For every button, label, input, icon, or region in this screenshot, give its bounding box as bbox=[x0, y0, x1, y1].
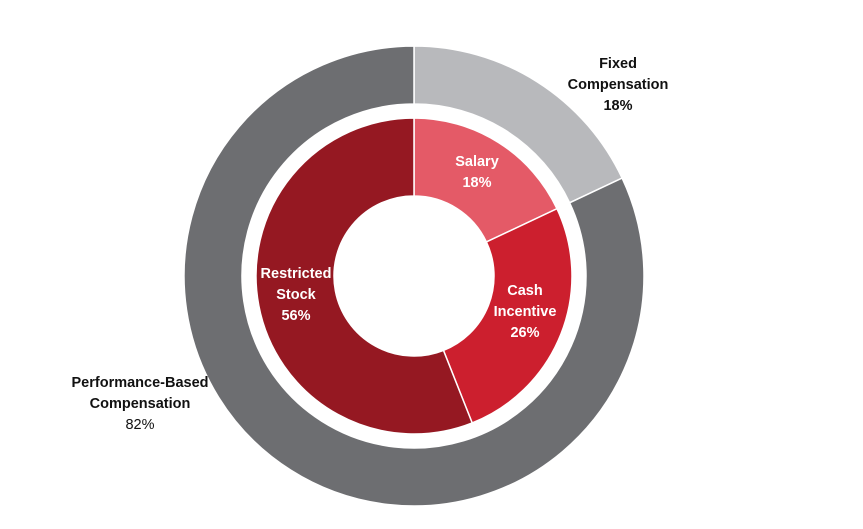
label-stock-pct: 56% bbox=[281, 308, 311, 324]
label-performance-based-compensation: Performance-Based Compensation 82% bbox=[45, 373, 235, 436]
label-performance-line1: Performance-Based bbox=[71, 375, 209, 391]
label-cash-line1: Cash bbox=[507, 283, 543, 299]
label-performance-line2: Compensation bbox=[89, 396, 191, 412]
label-restricted-stock: Restricted Stock 56% bbox=[246, 264, 346, 327]
label-fixed-compensation: Fixed Compensation 18% bbox=[548, 54, 688, 117]
label-salary: Salary 18% bbox=[437, 152, 517, 194]
label-fixed-pct: 18% bbox=[603, 98, 633, 114]
slice-cash-incentive bbox=[442, 207, 573, 424]
label-salary-line1: Salary bbox=[455, 154, 499, 170]
label-performance-pct: 82% bbox=[125, 417, 155, 433]
label-cash-pct: 26% bbox=[510, 325, 540, 341]
label-fixed-line1: Fixed bbox=[599, 56, 637, 72]
label-salary-pct: 18% bbox=[462, 175, 492, 191]
label-stock-line1: Restricted bbox=[260, 266, 332, 282]
outer-ring bbox=[183, 45, 645, 507]
slice-restricted-stock bbox=[255, 117, 474, 435]
inner-ring bbox=[255, 117, 573, 435]
label-cash-incentive: Cash Incentive 26% bbox=[475, 281, 575, 344]
label-fixed-line2: Compensation bbox=[567, 77, 669, 93]
slice-performance-based-compensation bbox=[183, 45, 645, 507]
slice-salary bbox=[413, 117, 558, 243]
label-stock-line2: Stock bbox=[276, 287, 316, 303]
label-cash-line2: Incentive bbox=[493, 304, 557, 320]
